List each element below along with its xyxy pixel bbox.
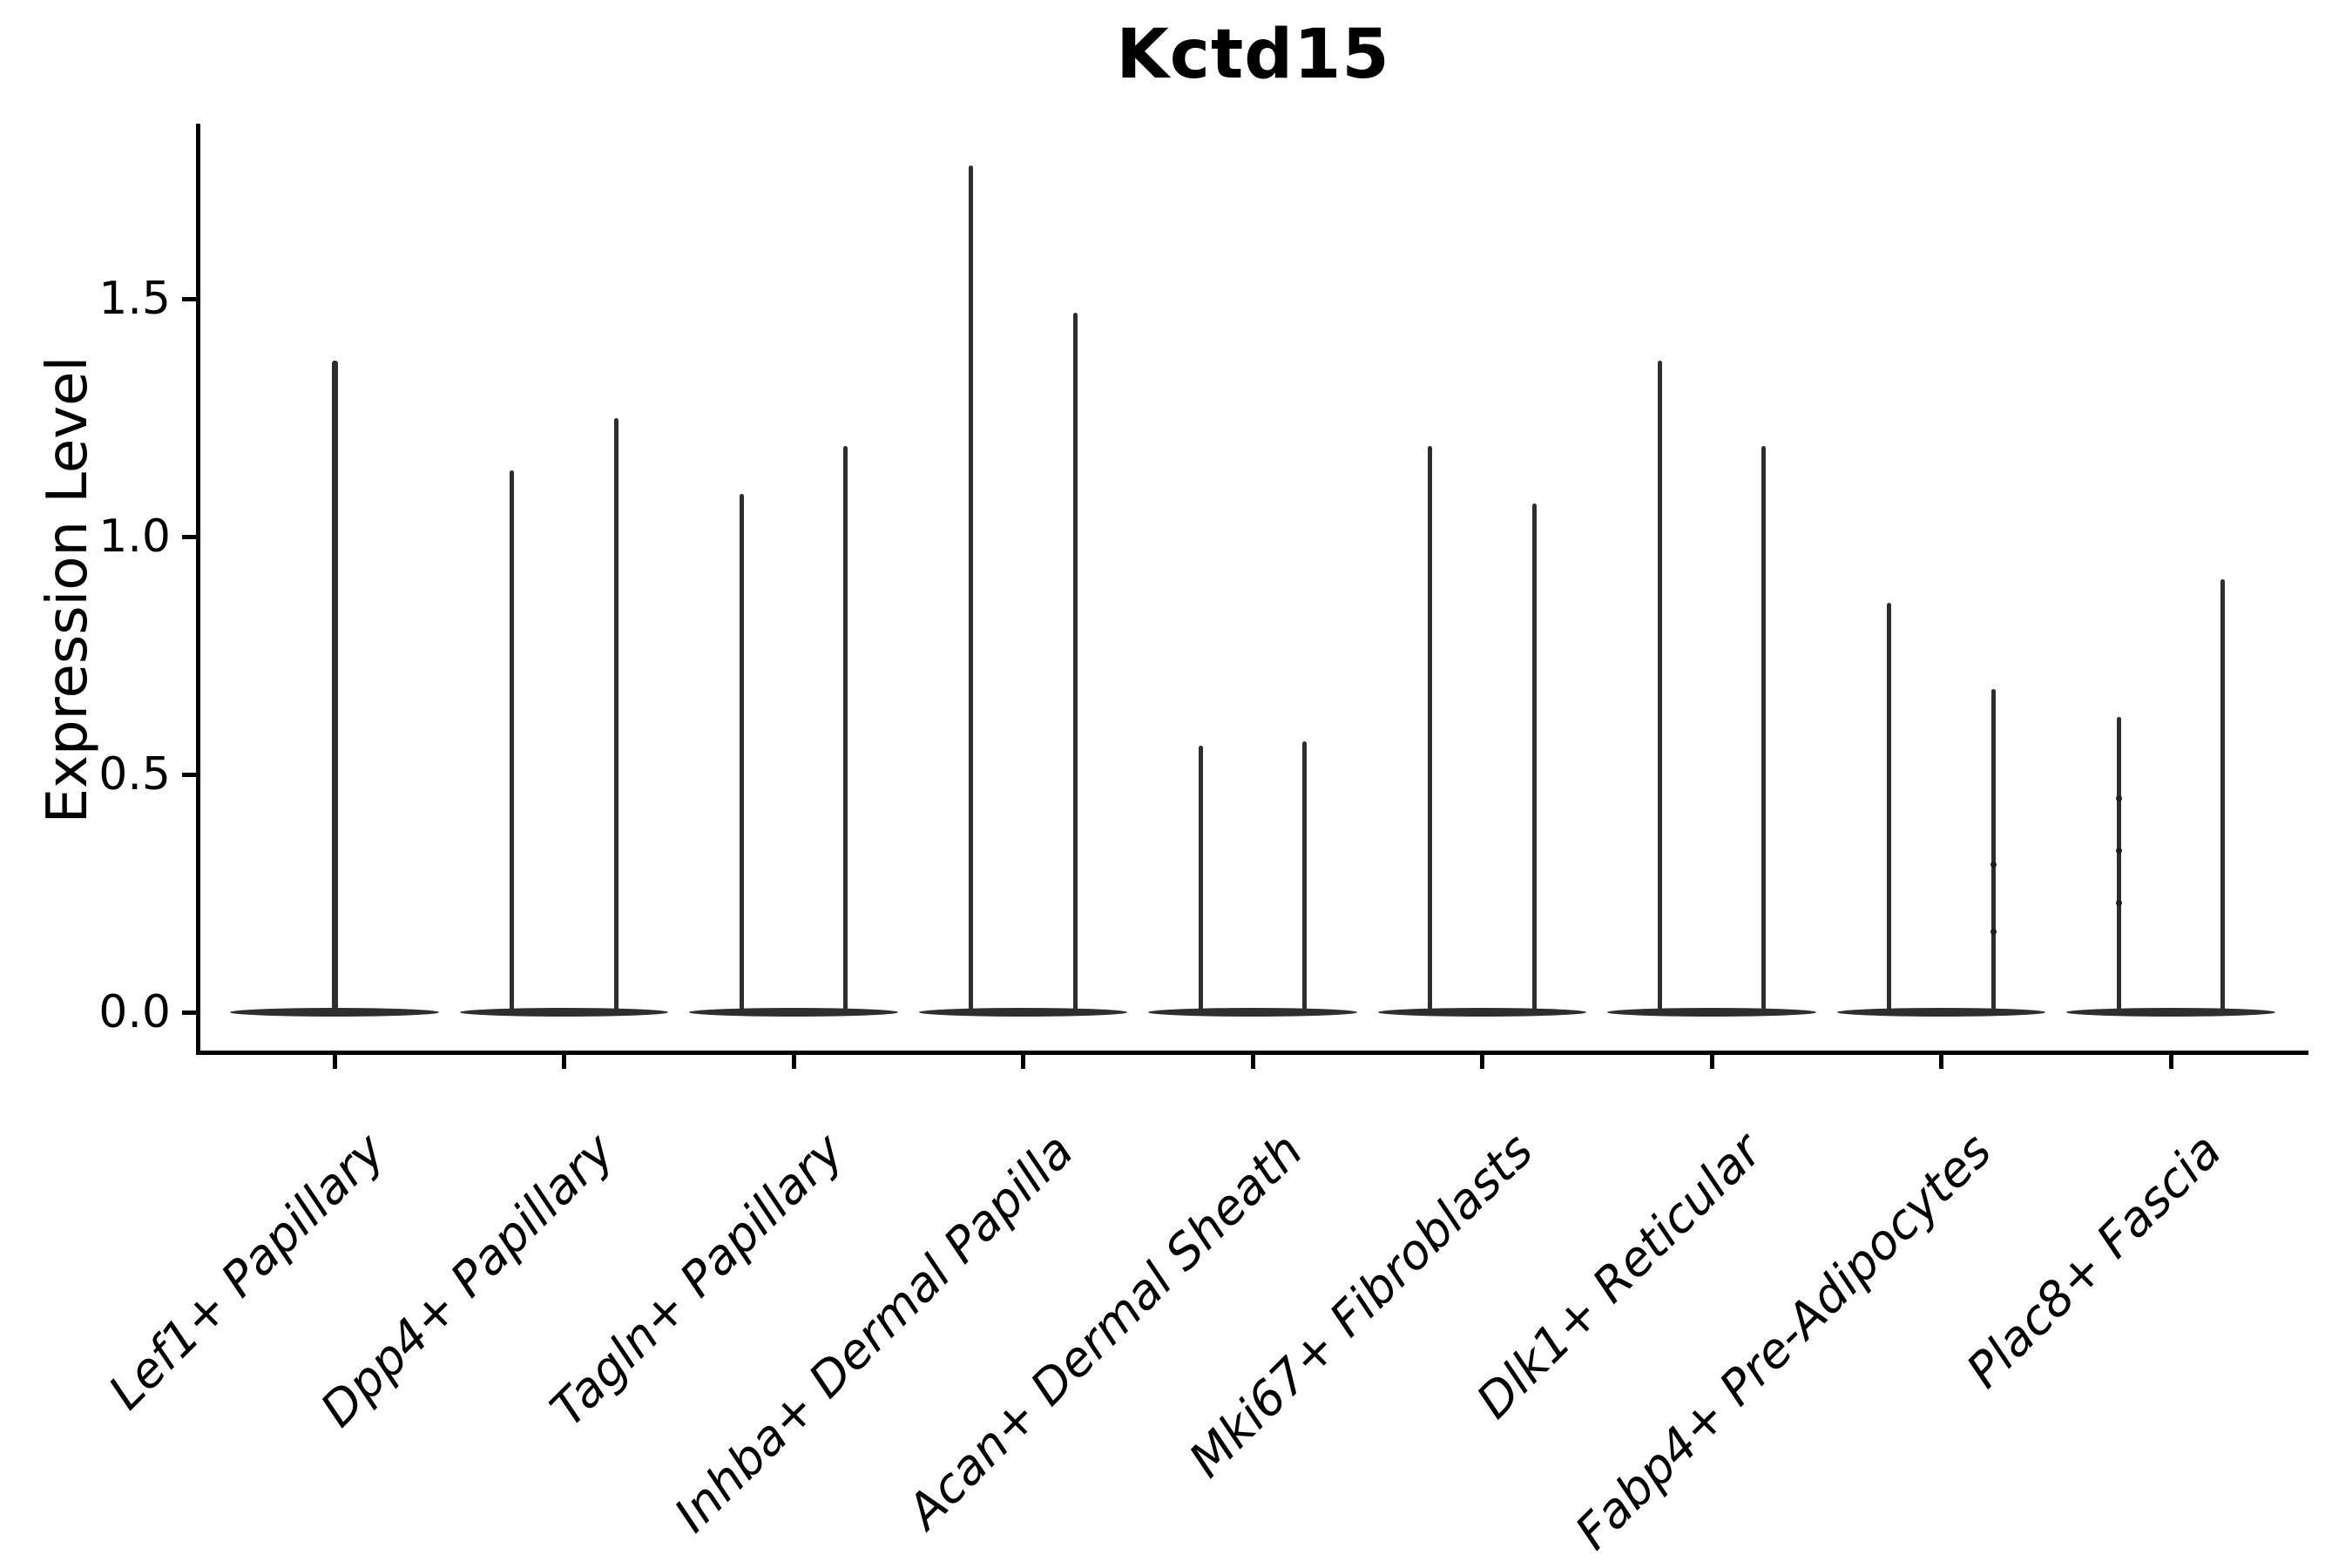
data-point bbox=[2115, 794, 2122, 801]
y-tick bbox=[182, 772, 196, 777]
x-tick bbox=[2168, 1055, 2173, 1069]
x-tick bbox=[1939, 1055, 1943, 1069]
x-tick-label: Acan+ Dermal Sheath bbox=[896, 1122, 1314, 1539]
y-axis-label: Expression Level bbox=[36, 355, 100, 824]
y-tick bbox=[182, 296, 196, 301]
violin-spike bbox=[739, 493, 744, 1012]
violin-spike bbox=[1990, 688, 1996, 1012]
violin-baseline bbox=[2066, 1008, 2275, 1017]
violin-spike bbox=[510, 470, 515, 1012]
x-axis-spine bbox=[196, 1051, 2308, 1055]
violin-spike bbox=[613, 417, 618, 1012]
y-tick-label: 1.0 bbox=[98, 510, 171, 563]
data-point bbox=[2115, 899, 2122, 906]
y-tick-label: 0.5 bbox=[98, 748, 171, 801]
violin-spike bbox=[331, 360, 338, 1012]
violin-spike bbox=[1657, 360, 1662, 1012]
violin-spike bbox=[2220, 579, 2226, 1012]
violin-baseline bbox=[918, 1008, 1128, 1017]
violin-baseline bbox=[230, 1008, 439, 1017]
x-tick bbox=[1250, 1055, 1255, 1069]
x-tick-label: Inhba+ Dermal Papilla bbox=[663, 1122, 1085, 1544]
data-point bbox=[1990, 928, 1997, 935]
data-point bbox=[2115, 847, 2122, 854]
x-tick bbox=[791, 1055, 796, 1069]
violin-baseline bbox=[1148, 1008, 1357, 1017]
x-tick bbox=[1480, 1055, 1484, 1069]
violin-baseline bbox=[1607, 1008, 1816, 1017]
chart-title: Kctd15 bbox=[1116, 16, 1390, 94]
y-tick-label: 1.5 bbox=[98, 273, 171, 325]
x-tick bbox=[1021, 1055, 1025, 1069]
violin-spike bbox=[1428, 446, 1433, 1012]
data-point bbox=[1990, 862, 1997, 868]
x-tick bbox=[332, 1055, 337, 1069]
x-tick bbox=[1709, 1055, 1714, 1069]
violin-baseline bbox=[1377, 1008, 1587, 1017]
y-axis-spine bbox=[196, 124, 200, 1055]
y-tick-label: 0.0 bbox=[98, 986, 171, 1038]
violin-baseline bbox=[689, 1008, 898, 1017]
violin-spike bbox=[1302, 740, 1308, 1012]
violin-spike bbox=[1887, 603, 1892, 1012]
violin-spike bbox=[1072, 313, 1078, 1012]
violin-spike bbox=[2116, 717, 2121, 1012]
x-tick bbox=[562, 1055, 566, 1069]
violin-spike bbox=[843, 446, 848, 1012]
y-tick bbox=[182, 1010, 196, 1015]
violin-spike bbox=[1198, 746, 1203, 1012]
violin-spike bbox=[969, 166, 974, 1012]
violin-baseline bbox=[1836, 1008, 2046, 1017]
violin-spike bbox=[1761, 446, 1767, 1012]
y-tick bbox=[182, 534, 196, 539]
violin-baseline bbox=[459, 1008, 669, 1017]
x-tick-label: Fabp4+ Pre-Adipocytes bbox=[1564, 1122, 2003, 1560]
violin-spike bbox=[1531, 503, 1537, 1012]
